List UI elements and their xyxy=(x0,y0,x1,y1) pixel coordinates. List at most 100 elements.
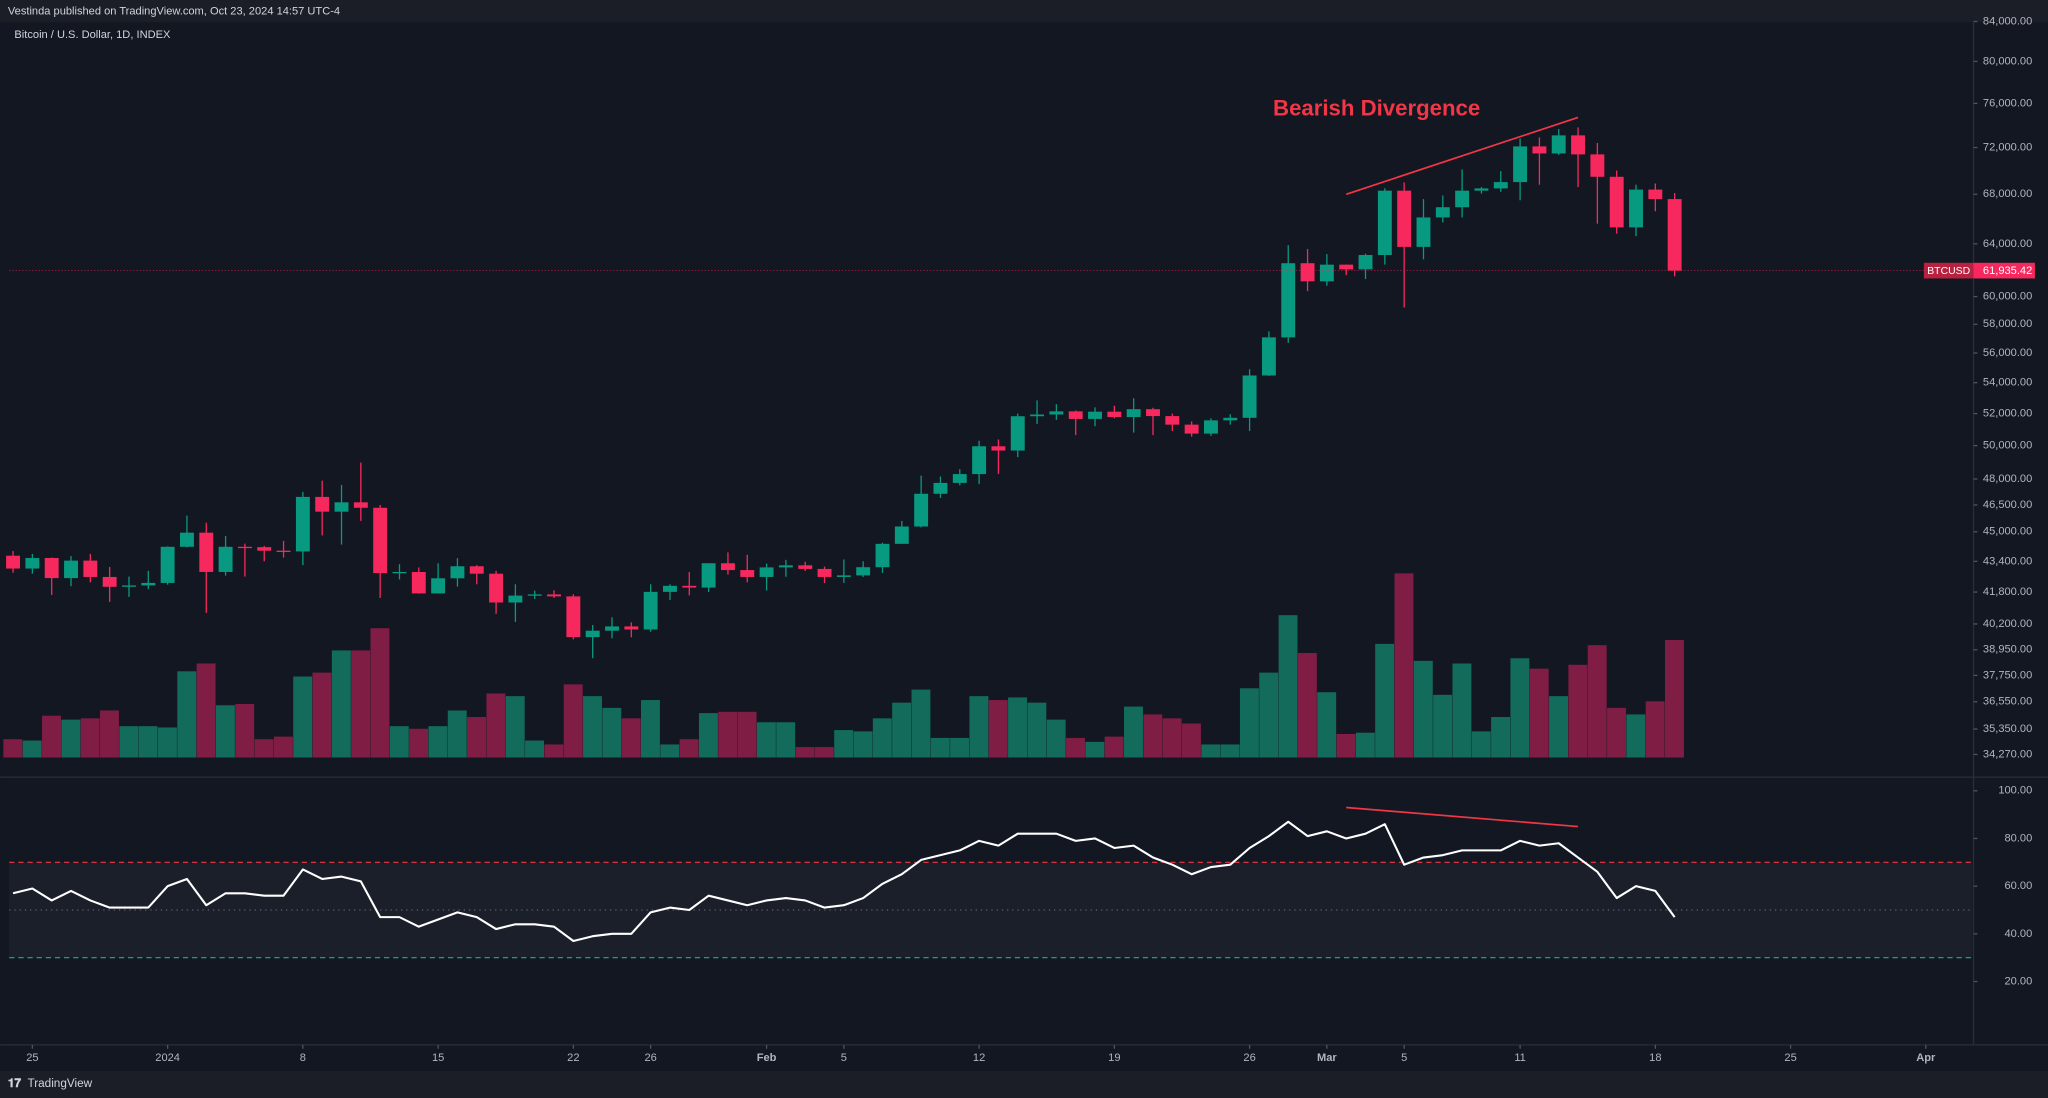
candle-body xyxy=(817,568,832,577)
x-tick-label: 19 xyxy=(1108,1052,1120,1064)
candle-body xyxy=(914,493,929,527)
candle-body xyxy=(720,563,735,571)
volume-bar xyxy=(1529,668,1549,758)
candle-body xyxy=(141,582,156,586)
candle-body xyxy=(1416,217,1431,247)
volume-bar xyxy=(1162,718,1182,758)
volume-bar xyxy=(505,696,525,758)
volume-bar xyxy=(370,628,390,758)
rsi-band xyxy=(9,862,1972,957)
volume-bar xyxy=(447,710,467,758)
x-tick-label: 26 xyxy=(1243,1052,1255,1064)
volume-bar xyxy=(1607,707,1626,758)
volume-bar xyxy=(1336,734,1356,758)
y-tick-label: 64,000.00 xyxy=(1983,238,2032,250)
volume-bar xyxy=(1355,732,1375,758)
y-tick-label: 40.00 xyxy=(2005,928,2033,940)
candle-body xyxy=(1474,188,1489,191)
x-tick-label: 18 xyxy=(1649,1052,1661,1064)
price-tag xyxy=(1973,262,2035,279)
candle-body xyxy=(6,555,21,569)
volume-bar xyxy=(1510,658,1530,758)
y-tick-label: 38,950.00 xyxy=(1983,644,2032,656)
candle-body xyxy=(199,532,214,572)
y-tick-label: 20.00 xyxy=(2005,975,2033,987)
candle-body xyxy=(1532,146,1547,154)
volume-bar xyxy=(235,703,255,758)
volume-bar xyxy=(42,715,61,758)
x-tick-label: 15 xyxy=(432,1052,444,1064)
header-bar xyxy=(0,0,2048,23)
candle-body xyxy=(1397,190,1412,247)
candle-body xyxy=(682,585,697,588)
volume-layer xyxy=(3,573,1684,758)
volume-bar xyxy=(273,736,293,758)
volume-bar xyxy=(640,700,660,758)
candle-body xyxy=(701,563,716,588)
volume-bar xyxy=(1626,714,1646,758)
volume-bar xyxy=(1645,701,1665,758)
candle-body xyxy=(1088,411,1102,419)
candle-body xyxy=(1184,424,1199,434)
candle-body xyxy=(1146,409,1160,417)
volume-bar xyxy=(950,737,970,758)
volume-bar xyxy=(293,676,313,758)
volume-bar xyxy=(698,713,718,758)
volume-bar xyxy=(969,696,989,758)
x-tick-label: 2024 xyxy=(155,1052,180,1064)
volume-bar xyxy=(1085,741,1105,758)
candle-body xyxy=(218,546,233,572)
volume-bar xyxy=(988,700,1008,758)
volume-bar xyxy=(563,684,583,758)
y-tick-label: 35,350.00 xyxy=(1983,723,2032,735)
volume-bar xyxy=(853,731,873,758)
volume-bar xyxy=(1394,573,1414,758)
x-tick-label: 26 xyxy=(644,1052,656,1064)
candle-body xyxy=(315,496,330,512)
candle-body xyxy=(411,571,426,594)
candle-body xyxy=(1629,189,1643,228)
volume-bar xyxy=(718,711,738,758)
volume-bar xyxy=(215,705,235,758)
volume-bar xyxy=(930,737,950,758)
volume-bar xyxy=(428,726,448,758)
rsi-layer xyxy=(9,806,1973,959)
volume-bar xyxy=(525,740,544,758)
y-tick-label: 80.00 xyxy=(2005,832,2033,844)
y-tick-label: 60,000.00 xyxy=(1983,291,2032,303)
y-tick-label: 48,000.00 xyxy=(1983,473,2032,485)
last-price-label: 61,935.42 xyxy=(1983,265,2032,277)
volume-bar xyxy=(1664,639,1684,758)
y-tick-label: 76,000.00 xyxy=(1983,97,2032,109)
y-tick-label: 72,000.00 xyxy=(1983,141,2032,153)
volume-bar xyxy=(80,718,100,758)
volume-bar xyxy=(795,747,815,758)
volume-bar xyxy=(22,740,42,758)
y-tick-label: 58,000.00 xyxy=(1983,318,2032,330)
volume-bar xyxy=(1471,731,1491,758)
candle-body xyxy=(1203,420,1218,434)
candle-body xyxy=(1339,264,1354,270)
volume-bar xyxy=(1297,653,1317,758)
volume-bar xyxy=(100,710,119,758)
candle-body xyxy=(489,573,504,603)
candle-body xyxy=(257,547,272,551)
volume-bar xyxy=(1181,723,1201,758)
candle-body xyxy=(392,571,407,574)
candle-body xyxy=(605,626,619,631)
volume-bar xyxy=(3,739,23,758)
volume-bar xyxy=(1104,736,1124,758)
x-tick-label: 5 xyxy=(1401,1052,1407,1064)
x-tick-label: Feb xyxy=(757,1052,777,1064)
candle-body xyxy=(1377,190,1392,256)
volume-bar xyxy=(331,650,351,758)
x-tick-label: 12 xyxy=(973,1052,985,1064)
candle-body xyxy=(547,594,561,597)
candle-body xyxy=(1049,411,1064,415)
x-tick-label: 11 xyxy=(1514,1052,1526,1064)
volume-bar xyxy=(544,744,564,758)
volume-bar xyxy=(61,719,81,758)
volume-bar xyxy=(1491,717,1511,758)
volume-bar xyxy=(389,726,409,758)
